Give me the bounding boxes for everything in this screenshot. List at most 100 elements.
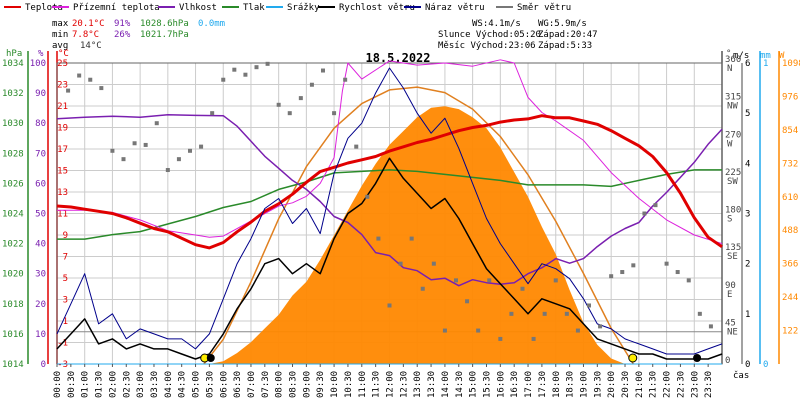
- wind-direction-point: [232, 67, 237, 72]
- wind-direction-point: [321, 68, 325, 73]
- wind-tick: 5: [745, 109, 750, 119]
- solar-tick: 366: [782, 260, 798, 270]
- legend-label: Přízemní teplota: [73, 3, 160, 13]
- stats-max-press: 1028.6hPa: [140, 19, 189, 29]
- hpa-tick: 1016: [2, 330, 24, 340]
- wind-direction-point: [442, 328, 447, 333]
- wind-direction-point: [697, 311, 702, 316]
- wind-tick: 2: [745, 260, 750, 270]
- x-tick-label: 05:30: [205, 371, 215, 398]
- hpa-tick: 1022: [2, 240, 24, 250]
- x-tick-label: 06:00: [219, 371, 229, 398]
- info-sun-set: Západ:20:47: [538, 30, 598, 40]
- x-tick-label: 00:30: [67, 371, 77, 398]
- wind-direction-point: [99, 86, 104, 91]
- wind-direction-point: [664, 261, 669, 266]
- x-tick-label: 16:00: [496, 371, 506, 398]
- hpa-tick: 1018: [2, 300, 24, 310]
- x-tick-label: 17:30: [538, 371, 548, 398]
- legend-label: Srážky: [287, 3, 320, 13]
- x-tick-label: 09:30: [316, 371, 326, 398]
- x-tick-label: 11:30: [372, 371, 382, 398]
- hpa-tick: 1020: [2, 270, 24, 280]
- stats-panel: max 20.1°C 91% 1028.6hPa 0.0mm min 7.8°C…: [52, 19, 225, 51]
- wind-direction-point: [498, 336, 503, 341]
- x-tick-label: 10:00: [330, 371, 340, 398]
- temperature-line: [56, 114, 723, 250]
- celsius-tick: 25: [57, 59, 68, 69]
- wind-direction-point: [564, 311, 569, 316]
- x-tick-label: 12:00: [386, 371, 396, 398]
- percent-tick: 60: [35, 179, 46, 189]
- legend-label: Teplota: [25, 3, 63, 13]
- x-tick-label: 21:30: [649, 371, 659, 398]
- direction-tick-name: SW: [727, 177, 738, 187]
- x-tick-label: 21:00: [635, 371, 645, 398]
- wind-direction-point: [531, 336, 536, 341]
- stats-max-label: max: [52, 19, 69, 29]
- wind-direction-point: [365, 194, 370, 199]
- percent-tick: 80: [35, 119, 46, 129]
- x-tick-label: 02:00: [108, 371, 118, 398]
- legend-label: Rychlost větru: [339, 3, 415, 13]
- stats-min-label: min: [52, 30, 68, 40]
- solar-tick: 732: [782, 159, 798, 169]
- direction-tick: 360: [725, 55, 741, 65]
- x-tick-label: 13:00: [413, 371, 423, 398]
- wind-direction-point: [343, 77, 348, 82]
- x-tick-label: 07:30: [261, 371, 271, 398]
- hpa-axis-label: hPa: [6, 49, 22, 59]
- wind-direction-point: [476, 328, 481, 333]
- wind-direction-point: [387, 303, 392, 308]
- wind-direction-point: [398, 261, 403, 266]
- wind-direction-point: [509, 311, 514, 316]
- wind-direction-point: [708, 324, 713, 329]
- info-wg: WG:5.9m/s: [538, 19, 587, 29]
- wind-direction-point: [686, 278, 691, 283]
- celsius-tick: 9: [63, 231, 68, 241]
- wind-direction-point: [287, 111, 292, 116]
- percent-tick: 100: [30, 59, 46, 69]
- stats-max-hum: 91%: [114, 19, 131, 29]
- wind-direction-point: [165, 168, 170, 173]
- wind-direction-point: [66, 88, 71, 93]
- wind-speed-line: [56, 157, 723, 360]
- solar-tick: 1098: [782, 59, 800, 69]
- wind-direction-point: [575, 328, 580, 333]
- stats-max-temp: 20.1°C: [72, 19, 105, 29]
- wind-direction-point: [176, 157, 181, 162]
- direction-tick-name: NW: [727, 102, 738, 112]
- wind-direction-point: [465, 299, 470, 304]
- x-tick-label: 16:30: [510, 371, 520, 398]
- hpa-tick: 1028: [2, 149, 24, 159]
- x-tick-label: 18:30: [566, 371, 576, 398]
- x-tick-label: 04:30: [178, 371, 188, 398]
- celsius-tick: 3: [63, 296, 68, 306]
- rain-axis-label: mm: [760, 51, 771, 61]
- wind-direction-point: [154, 121, 159, 126]
- direction-tick-name: S: [727, 215, 732, 225]
- plot-area: [56, 59, 723, 365]
- solar-tick: 976: [782, 92, 798, 102]
- wind-direction-point: [420, 286, 425, 291]
- celsius-tick: 13: [57, 188, 68, 198]
- celsius-tick: 21: [57, 102, 68, 112]
- celsius-tick: 17: [57, 145, 68, 155]
- wind-direction-point: [598, 324, 603, 329]
- direction-axis-label: °: [726, 49, 731, 59]
- wind-direction-point: [454, 278, 458, 283]
- celsius-tick: 23: [57, 81, 68, 91]
- hpa-tick: 1034: [2, 59, 24, 69]
- info-ws: WS:4.1m/s: [472, 19, 521, 29]
- x-tick-label: 04:00: [164, 371, 174, 398]
- direction-tick: 45: [725, 318, 736, 328]
- wind-direction-point: [188, 148, 192, 153]
- solar-tick: 854: [782, 126, 798, 136]
- rain-tick: 1: [763, 59, 768, 69]
- direction-tick: 0: [725, 356, 730, 366]
- legend: Teplota Přízemní teplota Vlhkost Tlak Srážky…: [4, 3, 571, 13]
- x-tick-label: 14:00: [441, 371, 451, 398]
- x-tick-label: 17:00: [524, 371, 534, 398]
- wind-direction-point: [121, 157, 126, 162]
